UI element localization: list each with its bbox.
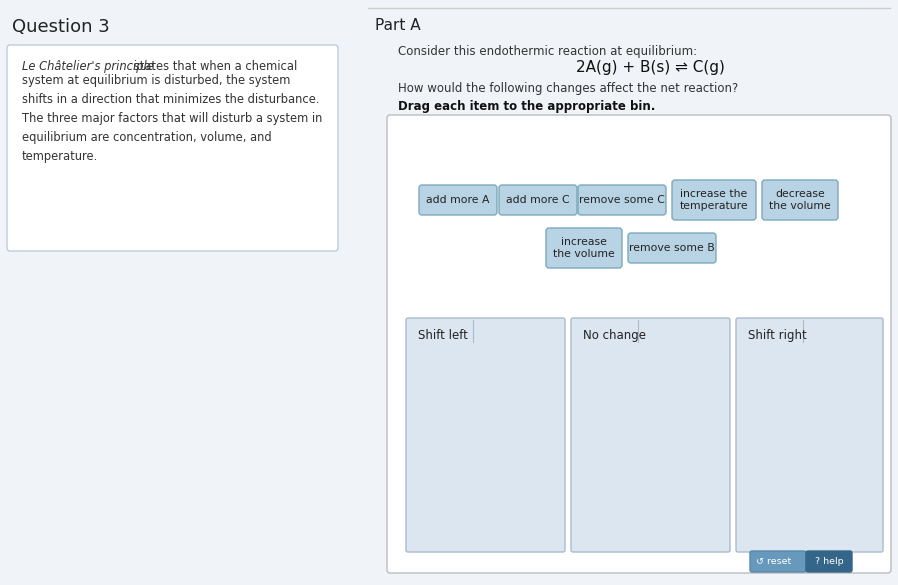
Text: ? help: ? help — [814, 557, 843, 566]
Text: How would the following changes affect the net reaction?: How would the following changes affect t… — [398, 82, 738, 95]
FancyBboxPatch shape — [406, 318, 565, 552]
Text: No change: No change — [583, 329, 646, 342]
Text: increase
the volume: increase the volume — [553, 237, 615, 259]
Text: Le Châtelier's principle: Le Châtelier's principle — [22, 60, 154, 73]
FancyBboxPatch shape — [419, 185, 497, 215]
Text: Question 3: Question 3 — [12, 18, 110, 36]
Text: Shift left: Shift left — [418, 329, 468, 342]
Text: Part A: Part A — [375, 18, 420, 33]
Text: 2A(g) + B(s) ⇌ C(g): 2A(g) + B(s) ⇌ C(g) — [576, 60, 725, 75]
FancyBboxPatch shape — [750, 551, 806, 572]
Text: remove some B: remove some B — [629, 243, 715, 253]
Text: states that when a chemical: states that when a chemical — [130, 60, 297, 73]
Text: system at equilibrium is disturbed, the system
shifts in a direction that minimi: system at equilibrium is disturbed, the … — [22, 74, 322, 163]
FancyBboxPatch shape — [546, 228, 622, 268]
Text: decrease
the volume: decrease the volume — [769, 189, 831, 211]
Text: add more A: add more A — [427, 195, 489, 205]
Text: Drag each item to the appropriate bin.: Drag each item to the appropriate bin. — [398, 100, 656, 113]
Text: add more C: add more C — [506, 195, 570, 205]
Text: Consider this endothermic reaction at equilibrium:: Consider this endothermic reaction at eq… — [398, 45, 697, 58]
FancyBboxPatch shape — [628, 233, 716, 263]
FancyBboxPatch shape — [571, 318, 730, 552]
Text: ↺ reset: ↺ reset — [756, 557, 791, 566]
FancyBboxPatch shape — [387, 115, 891, 573]
Text: remove some C: remove some C — [579, 195, 665, 205]
FancyBboxPatch shape — [736, 318, 883, 552]
FancyBboxPatch shape — [672, 180, 756, 220]
FancyBboxPatch shape — [499, 185, 577, 215]
FancyBboxPatch shape — [7, 45, 338, 251]
FancyBboxPatch shape — [578, 185, 666, 215]
Text: increase the
temperature: increase the temperature — [680, 189, 748, 211]
FancyBboxPatch shape — [806, 551, 852, 572]
FancyBboxPatch shape — [762, 180, 838, 220]
Text: Shift right: Shift right — [748, 329, 806, 342]
